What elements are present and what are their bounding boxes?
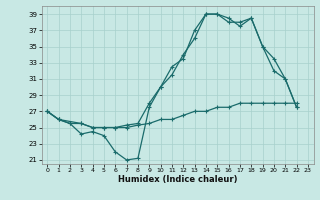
X-axis label: Humidex (Indice chaleur): Humidex (Indice chaleur) xyxy=(118,175,237,184)
